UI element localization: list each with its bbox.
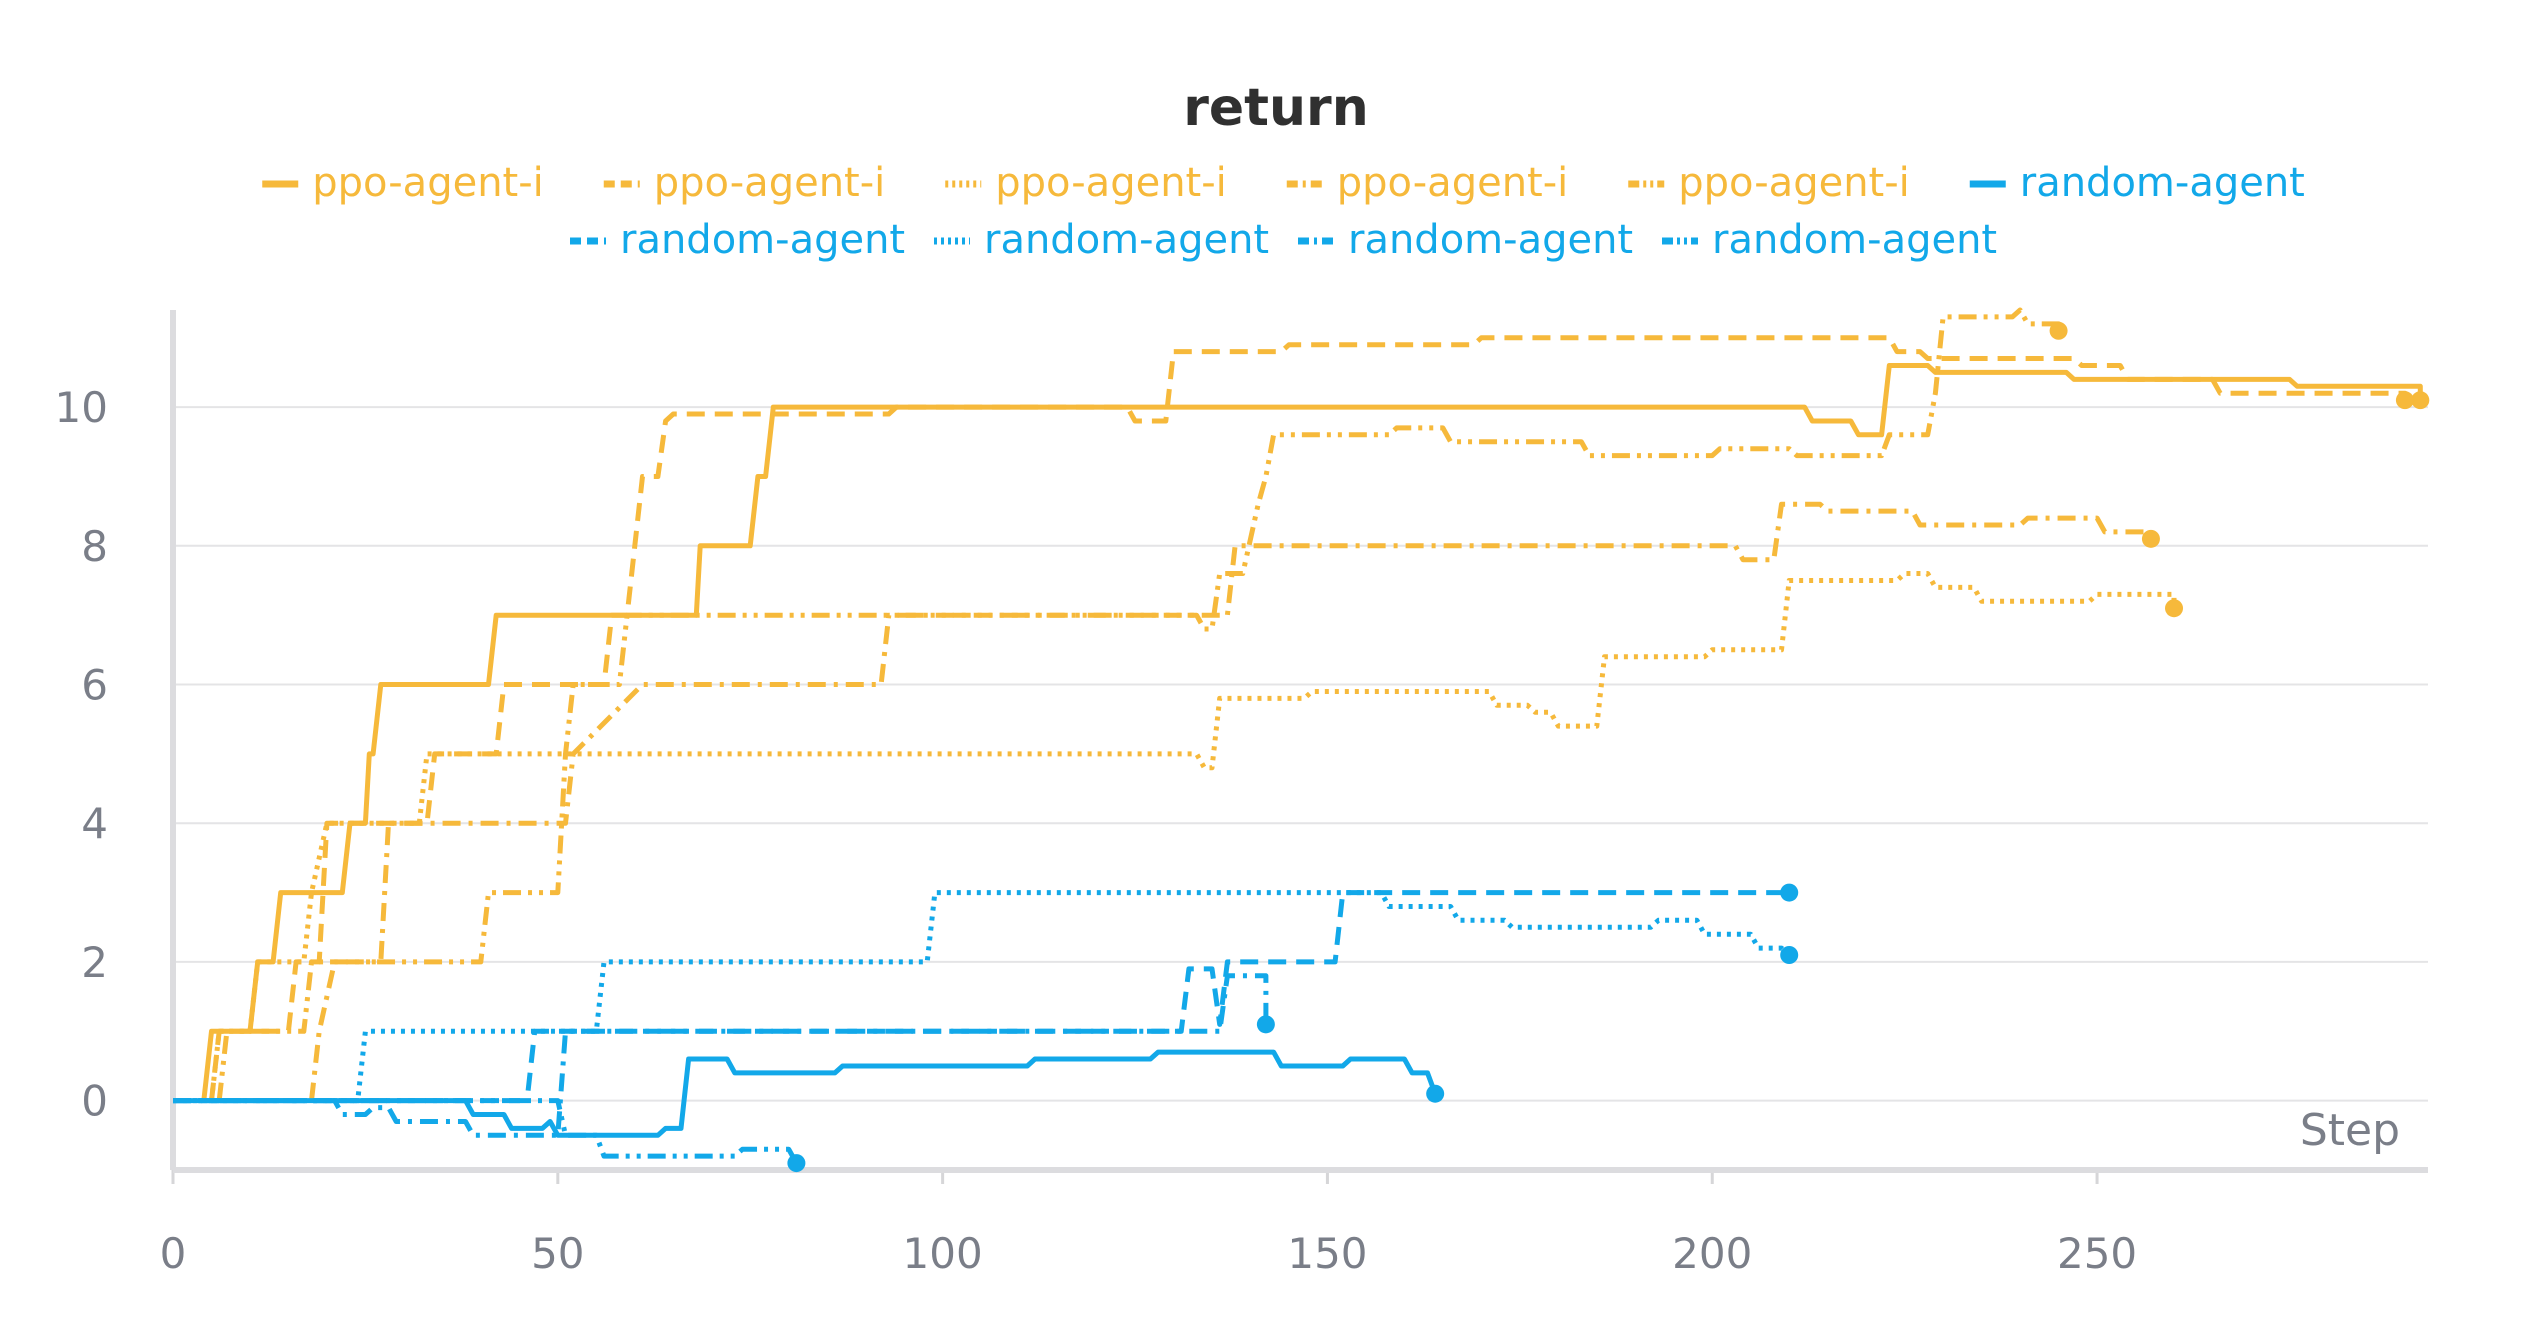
- legend-label: ppo-agent-i: [312, 160, 544, 206]
- x-tick-label: 250: [2057, 1229, 2137, 1278]
- chart-title: return: [1183, 78, 1368, 138]
- legend: ppo-agent-i ppo-agent-i ppo-agent-i ppo-age…: [262, 160, 2305, 263]
- series-end-point: [2411, 391, 2430, 410]
- y-tick-label: 6: [81, 661, 108, 710]
- y-tick-label: 2: [81, 938, 108, 987]
- legend-label: random-agent: [1348, 217, 1633, 263]
- x-tick-label: 200: [1672, 1229, 1752, 1278]
- legend-label: random-agent: [1712, 217, 1997, 263]
- series-end-point: [1256, 1015, 1275, 1034]
- y-tick-label: 8: [81, 522, 108, 571]
- legend-label: ppo-agent-i: [1337, 160, 1569, 206]
- legend-label: ppo-agent-i: [654, 160, 886, 206]
- x-tick-label: 100: [903, 1229, 983, 1278]
- legend-label: random-agent: [984, 217, 1269, 263]
- series-line-3: [209, 571, 2177, 1101]
- series-line-10: [173, 1098, 799, 1165]
- series-end-point: [2395, 391, 2414, 410]
- series-end-point: [2049, 321, 2068, 340]
- series-end-point: [1426, 1084, 1445, 1103]
- x-tick-label: 0: [160, 1229, 187, 1278]
- series-lines: [173, 307, 2430, 1173]
- series-end-point: [2141, 529, 2160, 548]
- y-tick-label: 0: [81, 1077, 108, 1126]
- x-tick-label: 50: [531, 1229, 584, 1278]
- y-tick-label: 4: [81, 799, 108, 848]
- series-end-point: [1780, 883, 1799, 902]
- series-end-point: [1780, 946, 1799, 964]
- series-line-2: [209, 335, 2408, 1101]
- series-end-point: [787, 1154, 806, 1173]
- series-line-8: [173, 890, 1791, 1104]
- legend-label: ppo-agent-i: [1678, 160, 1910, 206]
- legend-label: random-agent: [2020, 160, 2305, 206]
- axes: [170, 310, 2428, 1184]
- series-end-point: [2165, 599, 2184, 618]
- series-line-6: [173, 1049, 1438, 1138]
- series-line-1: [201, 363, 2423, 1101]
- x-tick-label: 150: [1287, 1229, 1367, 1278]
- series-line-5: [216, 307, 2062, 1101]
- x-axis-label: Step: [2300, 1105, 2400, 1156]
- series-line-9: [173, 973, 1269, 1138]
- series-line-4: [309, 501, 2154, 1101]
- legend-label: ppo-agent-i: [995, 160, 1227, 206]
- series-line-7: [173, 890, 1790, 1104]
- legend-label: random-agent: [620, 217, 905, 263]
- y-tick-label: 10: [55, 383, 108, 432]
